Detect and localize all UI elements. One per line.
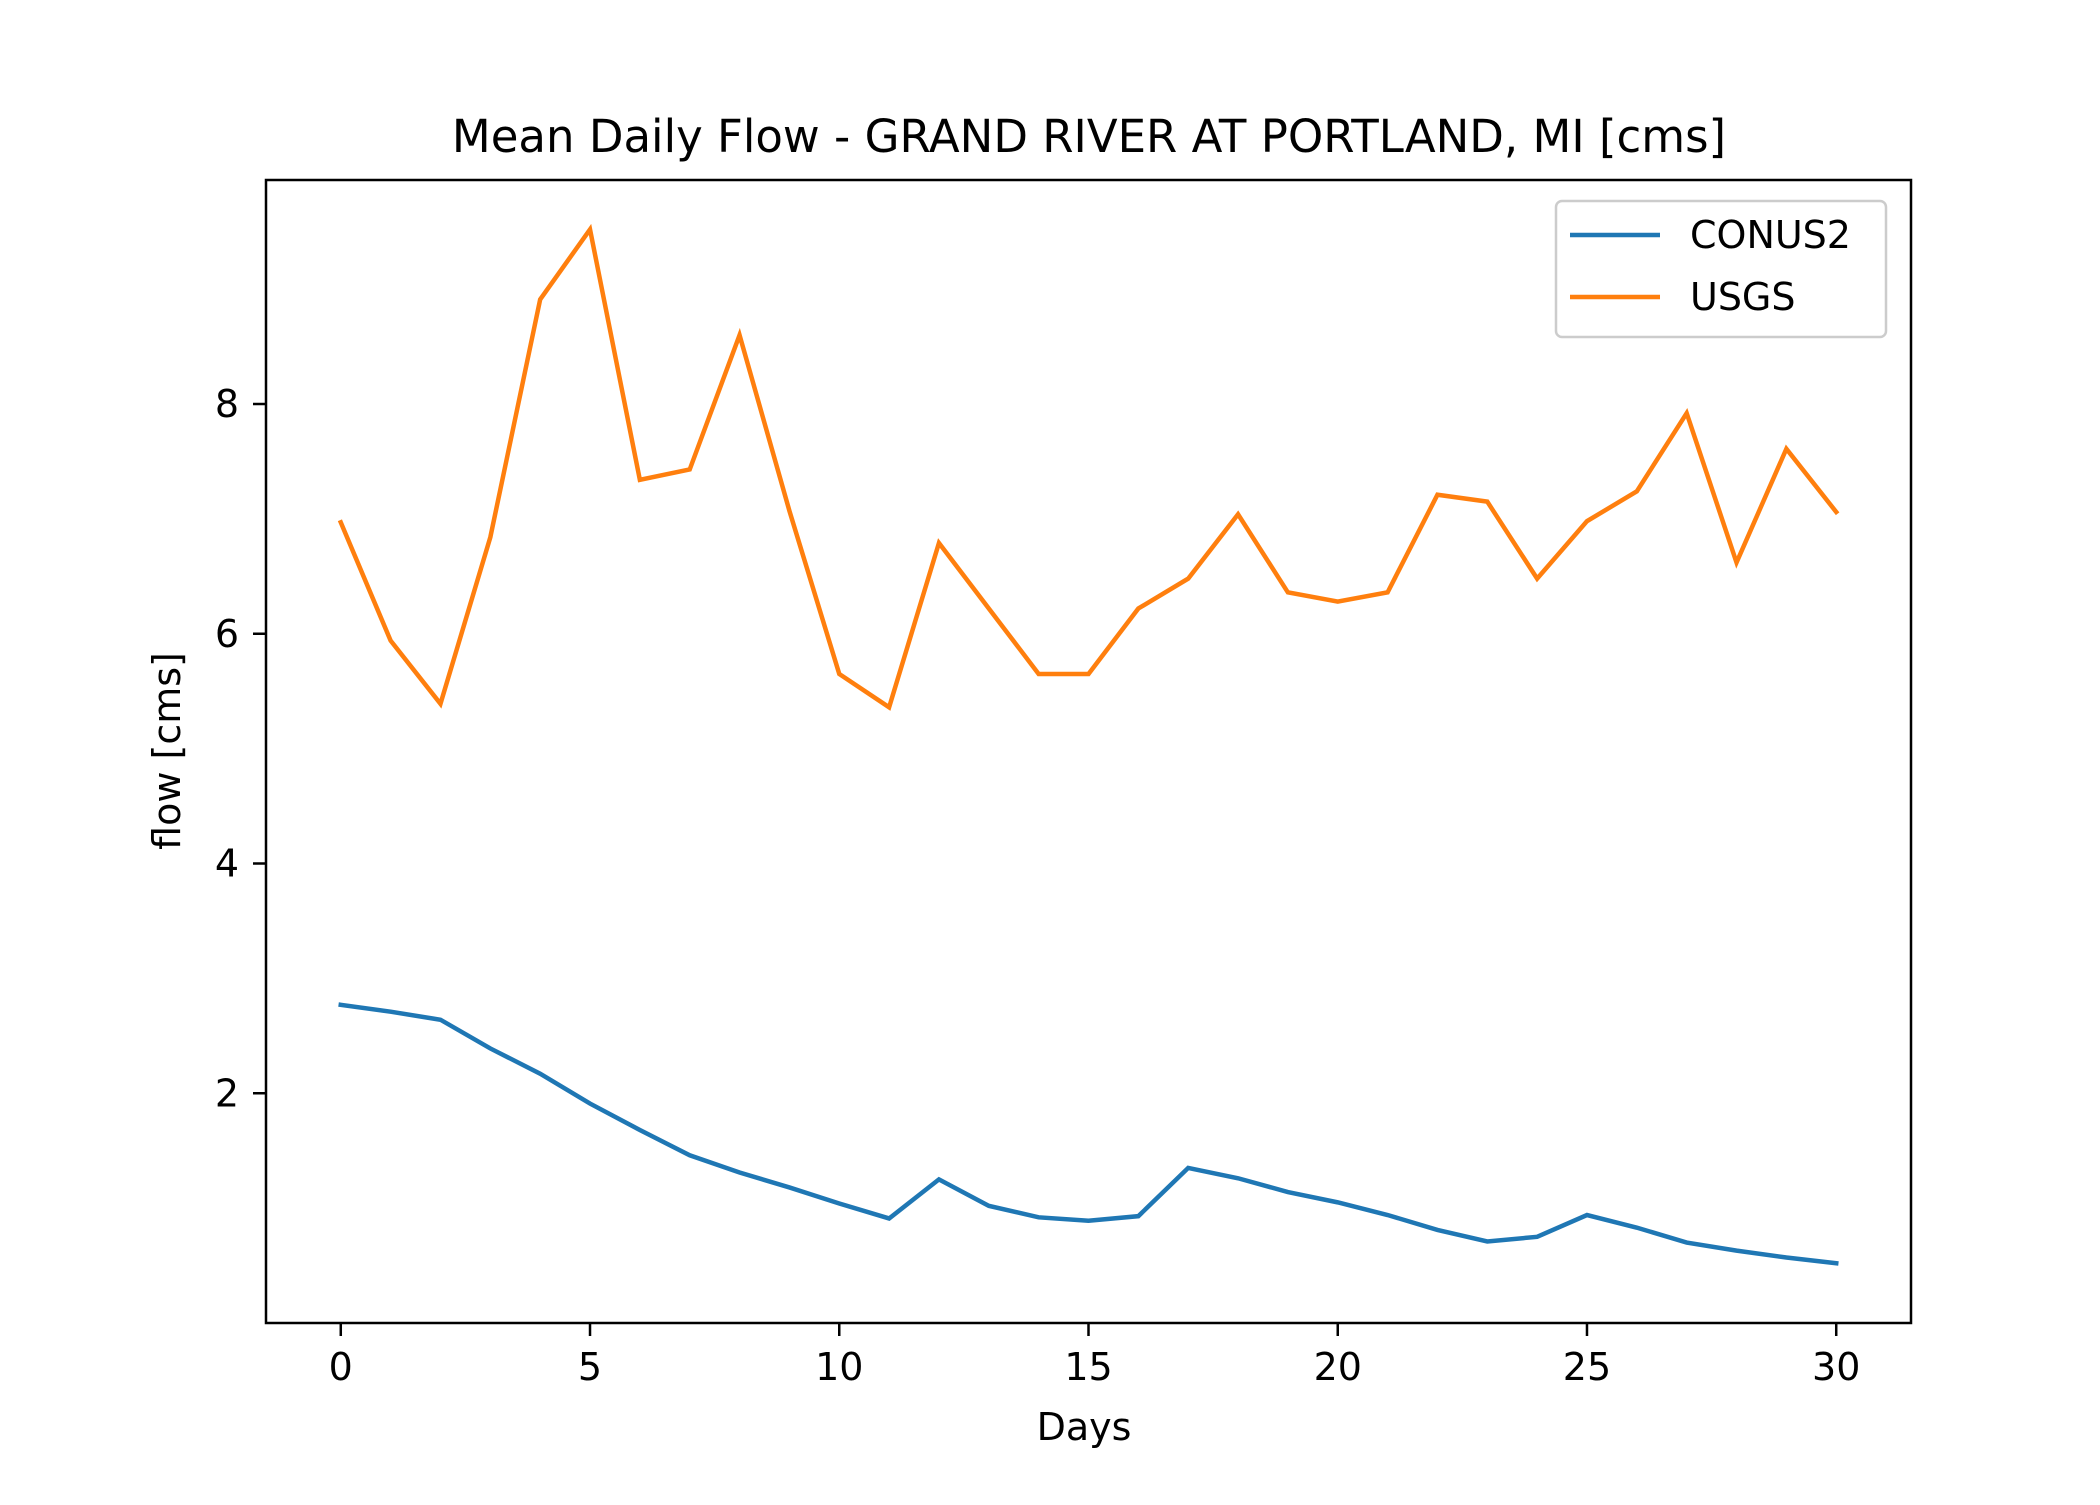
x-tick-label-15: 15 (1064, 1345, 1112, 1389)
x-tick-label-5: 5 (578, 1345, 602, 1389)
chart-title: Mean Daily Flow - GRAND RIVER AT PORTLAN… (452, 110, 1726, 163)
legend-label-usgs: USGS (1690, 275, 1796, 319)
legend: CONUS2 USGS (1556, 201, 1886, 337)
y-tick-label-8: 8 (215, 382, 239, 426)
legend-label-conus2: CONUS2 (1690, 213, 1851, 257)
y-tick-label-4: 4 (215, 842, 239, 886)
x-tick-label-10: 10 (815, 1345, 863, 1389)
x-tick-label-20: 20 (1314, 1345, 1362, 1389)
y-tick-label-6: 6 (215, 612, 239, 656)
x-tick-label-25: 25 (1563, 1345, 1611, 1389)
x-tick-label-30: 30 (1812, 1345, 1860, 1389)
y-tick-label-2: 2 (215, 1071, 239, 1115)
x-axis-label: Days (1037, 1405, 1132, 1449)
x-tick-label-0: 0 (329, 1345, 353, 1389)
y-axis-label: flow [cms] (145, 652, 189, 850)
